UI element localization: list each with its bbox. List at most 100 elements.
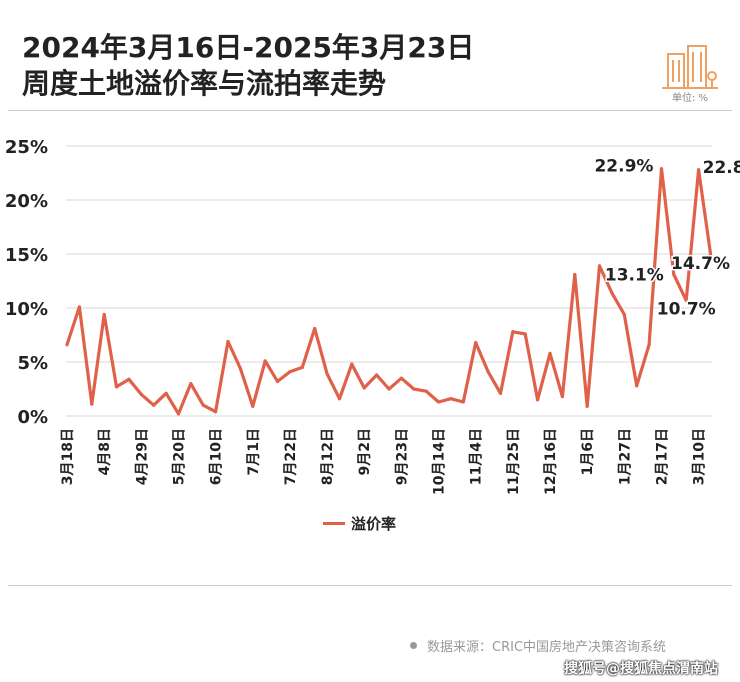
data-point: [387, 387, 391, 391]
data-point: [474, 340, 478, 345]
x-tick-label: 3月18日: [60, 428, 76, 485]
data-point: [635, 384, 639, 388]
series-layer: [65, 167, 713, 416]
data-point: [449, 397, 453, 401]
data-point: [548, 351, 552, 355]
x-tick-label: 11月4日: [469, 428, 485, 485]
x-tick-label: 8月12日: [320, 428, 336, 485]
data-point: [251, 404, 255, 408]
x-tick-label: 9月2日: [357, 428, 373, 475]
data-point: [610, 291, 614, 295]
x-tick-label: 9月23日: [394, 428, 410, 485]
data-point: [77, 305, 81, 309]
data-point: [585, 404, 589, 408]
data-point: [139, 392, 143, 396]
y-tick-label: 10%: [5, 299, 48, 320]
data-point: [90, 402, 94, 406]
x-tick-label: 4月8日: [97, 428, 113, 475]
data-point: [226, 339, 230, 344]
x-tick-label: 6月10日: [209, 428, 225, 485]
x-tick-label: 10月14日: [432, 428, 448, 495]
data-point: [647, 343, 651, 347]
legend: 溢价率: [323, 513, 396, 533]
source-note: 数据来源：CRIC中国房地产决策咨询系统: [410, 636, 666, 655]
data-point: [399, 376, 403, 380]
data-label: 14.7%: [671, 254, 730, 274]
data-point: [325, 372, 329, 376]
bullet-icon: [410, 642, 417, 649]
data-point: [536, 398, 540, 402]
data-point: [597, 264, 602, 268]
data-label: 10.7%: [657, 299, 716, 319]
x-tick-label: 7月22日: [283, 428, 299, 485]
legend-swatch: [323, 521, 345, 525]
data-point: [412, 387, 416, 391]
watermark-credit: 搜狐号@搜狐焦点渭南站: [564, 661, 718, 677]
data-point: [511, 330, 515, 334]
y-axis-ticks: 0% 5% 10% 15% 20% 25%: [5, 137, 48, 428]
data-point: [709, 255, 713, 259]
y-tick-label: 20%: [5, 191, 48, 212]
data-point: [201, 403, 205, 407]
data-point: [189, 382, 193, 386]
y-tick-label: 25%: [5, 137, 48, 158]
data-label: 13.1%: [605, 266, 664, 286]
x-tick-label: 5月20日: [171, 428, 187, 485]
data-point: [102, 312, 106, 317]
data-point: [622, 312, 626, 317]
data-label: 22.9%: [594, 157, 653, 177]
header-divider: [8, 110, 732, 111]
series-line-溢价率: [65, 167, 713, 416]
data-point: [65, 343, 69, 347]
x-tick-label: 2月17日: [654, 428, 670, 485]
data-point: [697, 168, 701, 172]
chart-title: 2024年3月16日-2025年3月23日 周度土地溢价率与流拍率走势: [22, 30, 474, 102]
x-tick-label: 3月10日: [692, 428, 708, 485]
data-point: [263, 359, 267, 363]
data-point: [684, 298, 688, 303]
data-point: [424, 389, 428, 393]
y-tick-label: 0%: [17, 407, 48, 428]
data-point: [313, 326, 317, 331]
x-tick-label: 1月27日: [617, 428, 633, 485]
legend-label: 溢价率: [351, 514, 397, 533]
x-tick-label: 12月16日: [543, 428, 559, 495]
x-tick-label: 7月1日: [246, 428, 262, 475]
data-point: [337, 397, 342, 401]
data-point: [127, 377, 131, 381]
data-point: [275, 379, 280, 384]
title-line-2: 周度土地溢价率与流拍率走势: [22, 67, 387, 100]
data-point: [498, 391, 503, 395]
unit-label: 单位: %: [672, 93, 709, 104]
x-tick-label: 4月29日: [134, 428, 150, 485]
data-point: [573, 272, 577, 277]
building-icon: [660, 40, 720, 102]
data-point: [350, 362, 354, 366]
data-point: [523, 332, 527, 336]
grid-lines: [66, 145, 712, 417]
data-point: [288, 370, 292, 374]
y-tick-label: 15%: [5, 245, 48, 266]
x-tick-label: 11月25日: [506, 428, 522, 495]
line-chart: 0% 5% 10% 15% 20% 25% 3月18日 4月8日 4月29日 5月20日 6月10…: [5, 137, 740, 495]
data-point: [461, 400, 465, 404]
x-axis-ticks: 3月18日 4月8日 4月29日 5月20日 6月10日 7月1日 7月22日 8月12日 9月…: [60, 428, 708, 495]
data-point: [300, 365, 304, 369]
data-point: [164, 391, 168, 395]
data-point: [659, 167, 664, 171]
data-point: [375, 373, 379, 377]
footer-divider: [8, 585, 732, 586]
data-point: [436, 400, 441, 404]
data-point: [114, 385, 119, 389]
title-line-1: 2024年3月16日-2025年3月23日: [22, 31, 475, 64]
source-text: 数据来源：CRIC中国房地产决策咨询系统: [427, 640, 667, 655]
data-label: 22.8%: [703, 158, 740, 178]
data-point: [362, 386, 366, 390]
data-point: [214, 410, 218, 414]
data-point: [176, 412, 181, 416]
y-tick-label: 5%: [17, 353, 48, 374]
data-point: [152, 403, 156, 407]
data-labels: 22.9% 13.1% 10.7% 22.8% 14.7%: [593, 155, 740, 321]
data-point: [672, 272, 676, 277]
data-point: [238, 366, 242, 371]
